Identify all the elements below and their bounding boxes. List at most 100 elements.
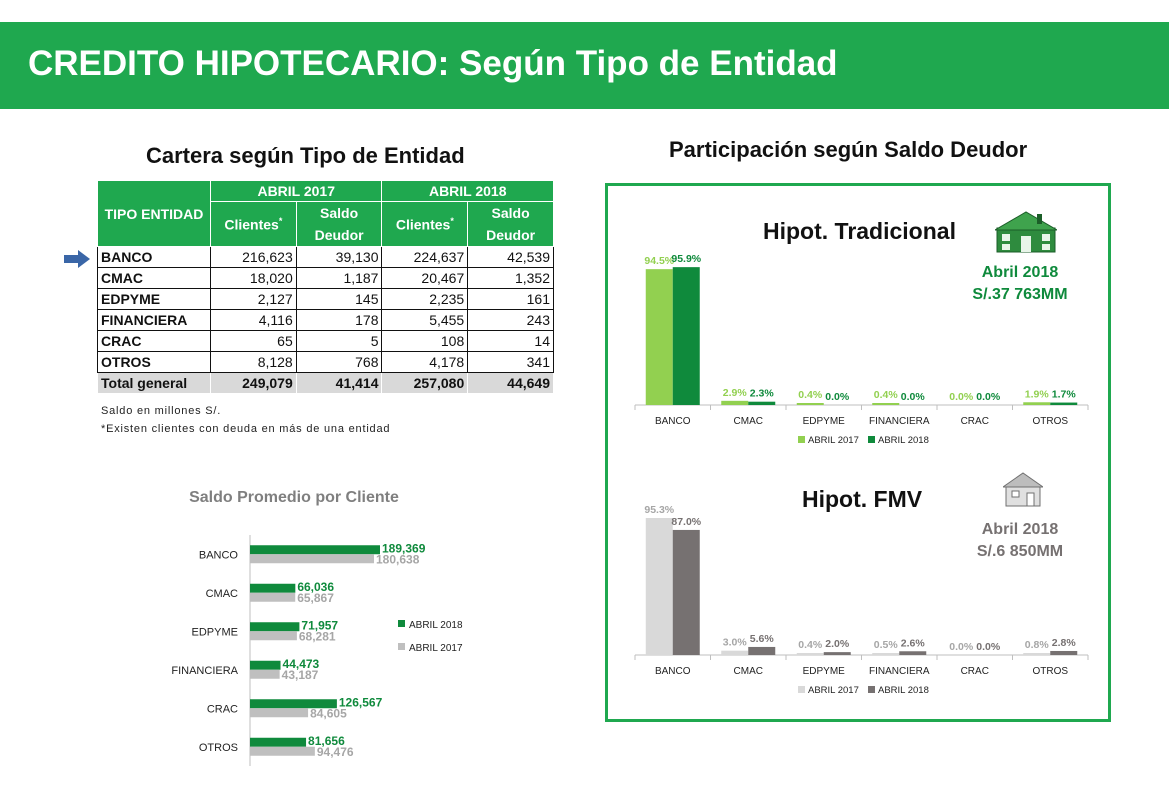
cell-value: 44,649	[467, 372, 554, 394]
bar-abril-2017	[796, 403, 824, 405]
bar-2017	[250, 592, 296, 602]
legend-label: ABRIL 2018	[878, 685, 929, 696]
participacion-title: Participación según Saldo Deudor	[669, 137, 1028, 162]
bar-2018	[250, 660, 281, 670]
cell-value: 41,414	[295, 372, 383, 394]
tick-label: OTROS	[1032, 416, 1068, 427]
data-label: 84,605	[310, 706, 347, 720]
cell-entidad: CRAC	[97, 330, 211, 352]
tick-label: EDPYME	[803, 416, 846, 427]
tick-label: BANCO	[199, 549, 239, 561]
data-label: 1.9%	[1025, 388, 1050, 400]
tick-label: CMAC	[206, 588, 238, 600]
cell-value: 145	[295, 288, 383, 310]
saldo-promedio-chart: Saldo Promedio por Cliente BANCO 189,36918…	[171, 489, 463, 766]
cell-value: 8,128	[209, 351, 297, 373]
cell-value: 4,178	[381, 351, 469, 373]
hipot-fmv-chart: BANCO 95.3%87.0% CMAC 3.0% 5.6% EDPYME 0.4% 2.0…	[634, 504, 1089, 696]
col-abril-2017: ABRIL 2017	[209, 180, 383, 202]
cell-value: 243	[467, 309, 554, 331]
table-note-units: Saldo en millones S/.	[101, 405, 222, 417]
cell-entidad: CMAC	[97, 267, 211, 289]
cell-entidad: BANCO	[97, 246, 211, 268]
data-label: 65,867	[297, 591, 334, 605]
bar-abril-2017	[721, 400, 749, 405]
cell-value: 5	[295, 330, 383, 352]
table-row: CMAC 18,020 1,187 20,467 1,352	[97, 267, 554, 289]
table-row: FINANCIERA 4,116 178 5,455 243	[97, 309, 554, 331]
data-label: 126,567	[339, 695, 383, 709]
legend-swatch	[398, 620, 405, 627]
bar-2017	[250, 554, 375, 564]
data-label: 44,473	[283, 657, 320, 671]
data-label: 0.4%	[798, 389, 823, 401]
cell-value: 216,623	[209, 246, 297, 268]
cell-value: 2,127	[209, 288, 297, 310]
bar-abril-2018	[672, 529, 700, 655]
bar-abril-2017	[1023, 402, 1051, 405]
data-label: 94,476	[317, 745, 354, 759]
table-row: OTROS 8,128 768 4,178 341	[97, 351, 554, 373]
bar-abril-2018	[823, 652, 851, 655]
data-label: 0.8%	[1025, 639, 1050, 651]
data-label: 68,281	[299, 629, 336, 643]
bar-abril-2018	[1050, 402, 1078, 405]
tick-label: EDPYME	[192, 626, 238, 638]
cell-value: 224,637	[381, 246, 469, 268]
data-label: 0.0%	[901, 391, 926, 403]
tradicional-date: Abril 2018	[981, 264, 1059, 281]
cell-value: 42,539	[467, 246, 554, 268]
fmv-date: Abril 2018	[981, 521, 1059, 538]
data-label: 3.0%	[723, 637, 748, 649]
data-label: 71,957	[301, 618, 338, 632]
data-label: 0.5%	[874, 639, 899, 651]
tick-label: CRAC	[961, 416, 989, 427]
data-label: 66,036	[297, 580, 334, 594]
bar-2018	[250, 699, 337, 709]
house-icon	[995, 211, 1057, 253]
table-note-clients: *Existen clientes con deuda en más de un…	[101, 423, 391, 435]
legend-label: ABRIL 2018	[409, 620, 463, 631]
header-banner: CREDITO HIPOTECARIO: Según Tipo de Entid…	[0, 22, 1169, 109]
page-title: CREDITO HIPOTECARIO: Según Tipo de Entid…	[28, 44, 838, 83]
bar-2018	[250, 622, 300, 632]
cell-value: 768	[295, 351, 383, 373]
cell-entidad: OTROS	[97, 351, 211, 373]
table-total-row: Total general 249,079 41,414 257,080 44,…	[97, 372, 554, 394]
legend-swatch	[398, 643, 405, 650]
tick-label: BANCO	[655, 666, 691, 677]
data-label: 2.9%	[723, 387, 748, 399]
bar-abril-2018	[1050, 650, 1078, 655]
tick-label: FINANCIERA	[171, 665, 238, 677]
bar-abril-2018	[748, 646, 776, 655]
data-label: 81,656	[308, 734, 345, 748]
data-label: 0.0%	[976, 641, 1001, 653]
legend-swatch	[798, 436, 805, 443]
legend-label: ABRIL 2017	[409, 643, 463, 654]
bar-abril-2017	[796, 653, 824, 655]
table-row: EDPYME 2,127 145 2,235 161	[97, 288, 554, 310]
cell-value: 257,080	[381, 372, 469, 394]
cell-entidad: FINANCIERA	[97, 309, 211, 331]
cartera-table: TIPO ENTIDAD ABRIL 2017 ABRIL 2018 Clien…	[97, 180, 554, 394]
bar-abril-2017	[872, 403, 900, 405]
data-label: 95.3%	[644, 504, 674, 516]
legend-label: ABRIL 2017	[808, 685, 859, 696]
tick-label: OTROS	[199, 742, 238, 754]
tick-label: CMAC	[734, 416, 763, 427]
data-label: 94.5%	[644, 255, 674, 267]
bar-2017	[250, 669, 280, 679]
legend-swatch	[798, 686, 805, 693]
bar-abril-2017	[1023, 653, 1051, 655]
cell-value: 5,455	[381, 309, 469, 331]
col-clientes-2017: Clientes*	[209, 201, 297, 247]
data-label: 87.0%	[671, 516, 701, 528]
data-label: 1.7%	[1052, 389, 1077, 401]
cell-value: 161	[467, 288, 554, 310]
bar-2017	[250, 746, 315, 756]
tick-label: BANCO	[655, 416, 691, 427]
data-label: 0.4%	[874, 389, 899, 401]
tick-label: FINANCIERA	[869, 666, 930, 677]
col-tipo-entidad: TIPO ENTIDAD	[97, 180, 211, 247]
